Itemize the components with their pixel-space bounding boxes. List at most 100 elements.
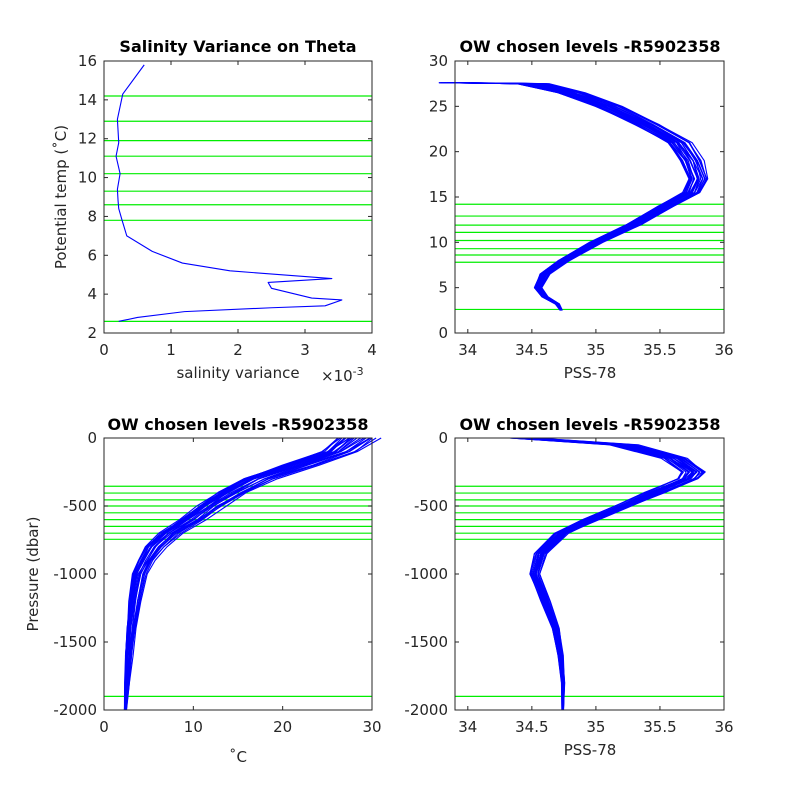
- profile-line: [521, 437, 698, 711]
- profile-line: [124, 437, 350, 711]
- x-tick-label: 34: [458, 718, 477, 736]
- profile-line: [524, 437, 697, 711]
- panel3-x-label: ˚C: [229, 748, 247, 766]
- profile-line: [124, 437, 346, 711]
- profile-line: [509, 437, 684, 711]
- profile-line: [525, 437, 698, 711]
- profile-line: [515, 437, 691, 711]
- panel4-series: [509, 437, 706, 711]
- y-tick-label: 10: [429, 233, 448, 251]
- profile-line: [519, 437, 693, 711]
- profile-line: [529, 437, 703, 711]
- profile-line: [124, 437, 346, 711]
- profile-line: [471, 82, 709, 311]
- panel1-x-exponent-power: -3: [353, 365, 364, 378]
- x-tick-label: 34: [458, 341, 477, 359]
- panel2-title: OW chosen levels -R5902358: [459, 37, 720, 56]
- panel-salinity-pressure: OW chosen levels -R5902358 34 34.5 35 35.5 3…: [404, 415, 733, 759]
- y-tick-label: 14: [78, 91, 97, 109]
- panel-temperature-pressure: OW chosen levels -R5902358 0 10 20 30 0 -500…: [24, 415, 382, 766]
- profile-line: [519, 437, 694, 711]
- panel4-x-ticks: 34 34.5 35 35.5 36: [458, 438, 734, 736]
- x-tick-label: 35.5: [643, 718, 676, 736]
- panel4-title: OW chosen levels -R5902358: [459, 415, 720, 434]
- profile-line: [526, 437, 697, 711]
- y-tick-label: 8: [87, 207, 97, 225]
- panel1-title: Salinity Variance on Theta: [119, 37, 356, 56]
- profile-line: [125, 437, 365, 711]
- profile-line: [512, 437, 687, 711]
- panel1-x-label: salinity variance: [176, 364, 299, 382]
- x-tick-label: 4: [367, 341, 377, 359]
- x-tick-label: 20: [273, 718, 292, 736]
- y-tick-label: 30: [429, 52, 448, 70]
- profile-line: [531, 437, 700, 711]
- profile-line: [440, 82, 691, 311]
- profile-line: [524, 437, 697, 711]
- profile-line: [452, 82, 699, 311]
- profile-line: [468, 82, 708, 311]
- y-tick-label: -1500: [404, 633, 448, 651]
- profile-line: [124, 437, 343, 711]
- profile-line: [447, 82, 695, 311]
- panel3-series: [123, 437, 382, 711]
- panel1-y-ticks: 2 4 6 8 10 12 14 16: [78, 52, 372, 342]
- x-tick-label: 36: [714, 718, 733, 736]
- panel2-y-ticks: 0 5 10 15 20 25 30: [429, 52, 724, 342]
- profile-line: [123, 437, 339, 711]
- profile-line: [124, 437, 350, 711]
- profile-line: [438, 82, 690, 311]
- panel3-y-ticks: 0 -500 -1000 -1500 -2000: [53, 429, 372, 719]
- y-tick-label: 2: [87, 324, 97, 342]
- y-tick-label: 10: [78, 169, 97, 187]
- profile-line: [452, 82, 699, 311]
- profile-line: [124, 437, 347, 711]
- panel1-x-exponent: ×10-3: [321, 365, 364, 385]
- profile-line: [125, 437, 382, 711]
- profile-line: [518, 437, 694, 711]
- profile-line: [460, 82, 704, 311]
- x-tick-label: 2: [233, 341, 243, 359]
- profile-line: [452, 82, 698, 311]
- y-tick-label: 25: [429, 97, 448, 115]
- y-tick-label: -2000: [404, 701, 448, 719]
- y-tick-label: -2000: [53, 701, 97, 719]
- profile-line: [519, 437, 695, 711]
- profile-line: [535, 437, 706, 711]
- x-tick-label: 35.5: [643, 341, 676, 359]
- profile-line: [517, 437, 691, 711]
- panel1-levels: [104, 95, 372, 322]
- panel3-y-label: Pressure (dbar): [24, 517, 42, 632]
- panel4-levels: [455, 485, 724, 698]
- x-tick-label: 36: [714, 341, 733, 359]
- x-tick-label: 30: [362, 718, 381, 736]
- profile-line: [124, 437, 358, 711]
- profile-line: [125, 437, 371, 711]
- x-tick-label: 3: [300, 341, 310, 359]
- profile-line: [529, 437, 701, 711]
- profile-line: [444, 82, 692, 311]
- profile-line: [123, 437, 339, 711]
- profile-line: [439, 82, 690, 311]
- profile-line: [447, 82, 695, 311]
- profile-line: [461, 82, 706, 311]
- panel1-y-label: Potential temp (˚C): [52, 125, 70, 269]
- y-tick-label: -500: [414, 497, 448, 515]
- y-tick-label: -1000: [404, 565, 448, 583]
- profile-line: [447, 82, 696, 311]
- x-tick-label: 10: [184, 718, 203, 736]
- x-tick-label: 1: [166, 341, 176, 359]
- x-tick-label: 35: [586, 718, 605, 736]
- panel2-x-ticks: 34 34.5 35 35.5 36: [458, 61, 734, 359]
- x-tick-label: 0: [99, 718, 109, 736]
- panel1-series: [115, 64, 343, 322]
- x-tick-label: 35: [586, 341, 605, 359]
- profile-line: [123, 437, 341, 711]
- profile-line: [527, 437, 701, 711]
- y-tick-label: 5: [438, 279, 448, 297]
- panel1-axes-box: [103, 60, 373, 334]
- profile-line: [124, 437, 346, 711]
- y-tick-label: -1000: [53, 565, 97, 583]
- y-tick-label: -1500: [53, 633, 97, 651]
- profile-line: [452, 82, 700, 311]
